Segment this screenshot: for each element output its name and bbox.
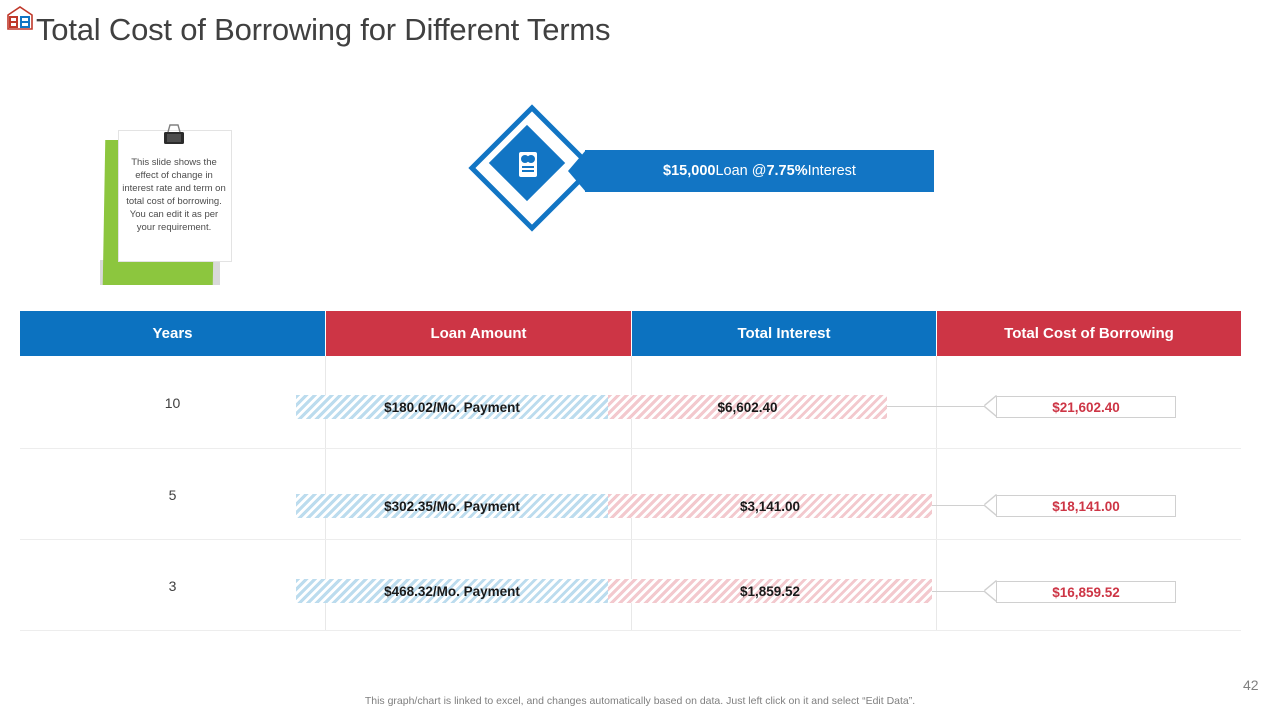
leader-line — [932, 591, 997, 592]
loan-amount-value: $15,000 — [663, 163, 716, 179]
table-header-total-cost: Total Cost of Borrowing — [937, 311, 1241, 356]
table-row: $468.32/Mo. Payment — [296, 579, 608, 603]
table-row: $180.02/Mo. Payment — [296, 395, 608, 419]
table-row: $302.35/Mo. Payment — [296, 494, 608, 518]
row-divider-3 — [20, 630, 1241, 631]
footnote-text: This graph/chart is linked to excel, and… — [364, 695, 916, 707]
callout-arrow — [985, 495, 997, 515]
loan-rate-value: 7.75% — [766, 163, 808, 179]
loan-banner-suffix: Interest — [807, 163, 856, 179]
table-row: $1,859.52 — [608, 579, 932, 603]
table-row: $16,859.52 — [996, 581, 1176, 603]
banner-notch — [568, 150, 586, 192]
column-divider-2 — [631, 356, 632, 631]
table-header-loan-amount: Loan Amount — [326, 311, 631, 356]
table-row: $18,141.00 — [996, 495, 1176, 517]
table-row: 5 — [168, 487, 177, 503]
document-dollar-icon — [513, 148, 543, 180]
table-row: 3 — [168, 578, 177, 594]
table-row: $21,602.40 — [996, 396, 1176, 418]
note-paper — [118, 130, 232, 262]
column-divider-1 — [325, 356, 326, 631]
loan-banner-text: $15,000 Loan @ 7.75% Interest — [585, 150, 934, 192]
leader-line — [887, 406, 997, 407]
table-header-total-interest: Total Interest — [632, 311, 936, 356]
row-divider-2 — [20, 539, 1241, 540]
table-row: $3,141.00 — [608, 494, 932, 518]
binder-clip-icon — [160, 124, 188, 150]
note-text: This slide shows the effect of change in… — [122, 157, 226, 233]
leader-line — [932, 505, 997, 506]
table-header-years: Years — [20, 311, 325, 356]
sticky-note: This slide shows the effect of change in… — [100, 120, 235, 285]
loan-banner-mid: Loan @ — [715, 163, 767, 179]
loan-banner — [585, 150, 934, 192]
callout-arrow — [985, 581, 997, 601]
table-row: $6,602.40 — [608, 395, 887, 419]
table-row: 10 — [164, 395, 181, 411]
column-divider-3 — [936, 356, 937, 631]
page-number: 42 — [1243, 677, 1259, 693]
page-title: Total Cost of Borrowing for Different Te… — [36, 12, 611, 47]
company-logo-icon — [6, 4, 34, 32]
row-divider-1 — [20, 448, 1241, 449]
callout-arrow — [985, 396, 997, 416]
